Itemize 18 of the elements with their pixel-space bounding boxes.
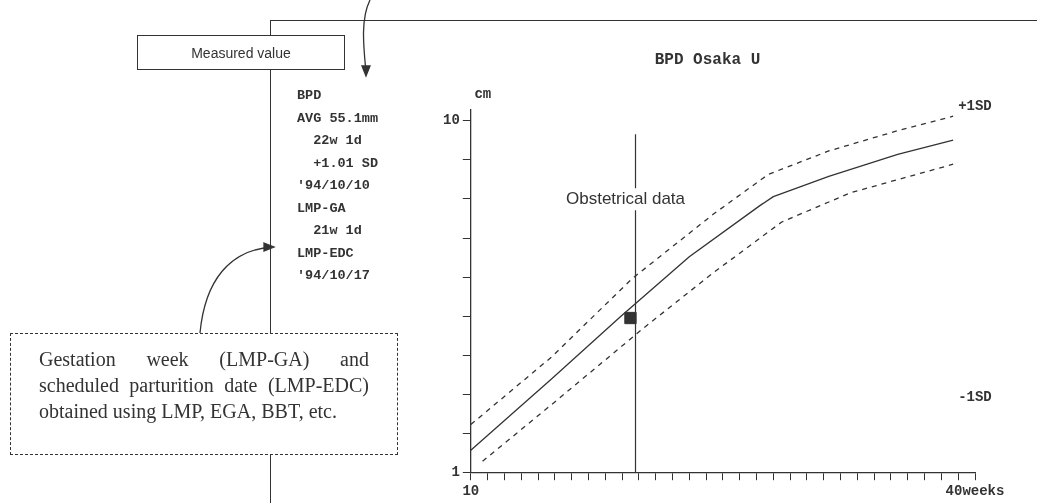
text: -1SD [958,388,992,405]
chart-title: BPD Osaka U [654,50,761,69]
text: 22w 1d [313,133,362,148]
text: 21w 1d [313,223,362,238]
text: Gestation week (LMP-GA) and scheduled parturition date (LMP-EDC) obtained using LMP, EGA, BBT, etc. [10,333,398,455]
ref-line-label: Obstetrical data [565,188,686,208]
text: LMP-EDC [297,245,354,261]
text: '94/10/10 [297,178,370,193]
y-tick-label: 1 [451,463,460,480]
text: +1.01 SD [313,155,379,171]
text: BPD [297,88,322,103]
y-axis-title: cm [474,85,492,102]
text: LMP-GA [297,200,346,216]
text: AVG 55.1mm [297,110,379,126]
series-label: +1SD [958,97,992,114]
text: '94/10/17 [297,268,370,283]
x-tick-label: 40weeks [945,483,1005,500]
text: Measured value [137,35,345,70]
